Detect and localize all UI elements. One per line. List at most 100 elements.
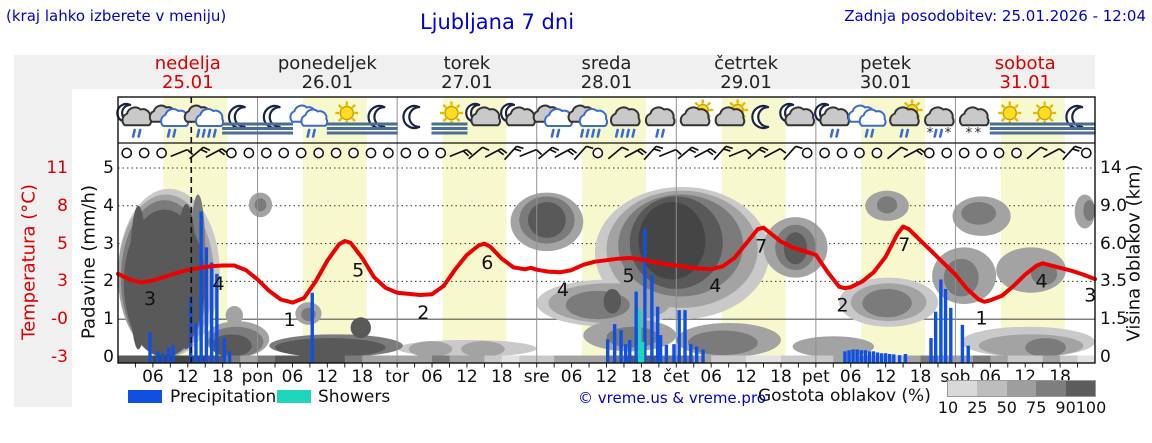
last-update: Zadnja posodobitev: 25.01.2026 - 12:04 bbox=[844, 7, 1146, 25]
credit-link[interactable]: © vreme.us & vreme.pro bbox=[578, 389, 766, 407]
day-date: 31.01 bbox=[999, 72, 1051, 93]
calm-wind-icon bbox=[435, 147, 447, 159]
precipitation-bar bbox=[683, 310, 687, 363]
rain-icon bbox=[631, 128, 636, 138]
day-header: petek 30.01 bbox=[811, 54, 961, 92]
cloud-blob bbox=[408, 341, 453, 358]
rain-icon bbox=[870, 128, 875, 138]
precipitation-bar bbox=[855, 349, 859, 363]
ground-density-cell bbox=[798, 355, 817, 363]
precipitation-bar bbox=[161, 353, 165, 363]
time-tick-day: sre bbox=[523, 367, 550, 387]
precipitation-bar bbox=[897, 355, 902, 363]
ground-density-cell bbox=[955, 355, 974, 363]
ground-density-cell bbox=[344, 355, 363, 363]
time-tick-hour: 06 bbox=[839, 367, 862, 387]
day-header: nedelja 25.01 bbox=[113, 54, 263, 92]
precipitation-bar bbox=[843, 351, 847, 363]
rain-icon bbox=[137, 128, 142, 138]
precipitation-bar bbox=[949, 307, 953, 363]
day-date: 29.01 bbox=[720, 72, 772, 93]
ground-density-cell bbox=[1060, 355, 1079, 363]
rain-icon bbox=[905, 128, 910, 138]
wind-barb-icon bbox=[484, 148, 508, 158]
density-tick: 90 bbox=[1055, 398, 1076, 417]
weather-icon bbox=[1059, 104, 1096, 135]
rain-icon bbox=[131, 128, 136, 138]
ground-density-cell bbox=[815, 355, 834, 363]
sun-icon bbox=[335, 101, 359, 125]
weather-icon bbox=[148, 104, 190, 138]
temperature-line bbox=[116, 224, 1097, 305]
sun-icon bbox=[998, 101, 1022, 125]
cloud-blob bbox=[961, 202, 997, 225]
density-tick: 75 bbox=[1026, 398, 1047, 417]
snow-icon: * bbox=[966, 126, 973, 141]
precipitation-bar bbox=[222, 338, 227, 363]
weather-icon bbox=[679, 99, 714, 127]
calm-wind-icon bbox=[138, 147, 150, 159]
precip-tick: 1 bbox=[103, 309, 114, 330]
time-tick-hour: 06 bbox=[421, 367, 443, 387]
wind-barb-icon bbox=[503, 145, 524, 161]
rain-icon bbox=[306, 128, 311, 138]
precipitation-bar bbox=[939, 279, 943, 363]
cloud-tick: 0 bbox=[1100, 347, 1111, 367]
day-name: nedelja bbox=[154, 53, 221, 74]
day-header-strip bbox=[45, 55, 1095, 89]
precipitation-bar bbox=[689, 344, 693, 363]
precip-tick: 2 bbox=[103, 271, 114, 292]
precipitation-bar bbox=[655, 306, 660, 363]
day-name: petek bbox=[860, 53, 912, 74]
cloud-icon bbox=[784, 106, 816, 127]
cloud-blob bbox=[876, 196, 898, 214]
cloud-blob bbox=[1083, 200, 1096, 221]
ground-density-cell bbox=[501, 355, 520, 363]
cloud-blob bbox=[275, 338, 386, 357]
plot-border bbox=[117, 96, 1096, 364]
calm-wind-icon bbox=[871, 147, 883, 159]
cloud-icon bbox=[924, 106, 955, 127]
time-tick-hour: 06 bbox=[281, 367, 304, 387]
day-name: sobota bbox=[994, 53, 1056, 74]
wind-barb-icon bbox=[519, 148, 543, 158]
cloud-icon bbox=[819, 106, 850, 127]
wind-barb-icon bbox=[537, 146, 560, 160]
cloud-blob bbox=[225, 305, 244, 325]
temperature-value-label: 3 bbox=[144, 288, 156, 310]
calm-wind-icon bbox=[836, 147, 848, 159]
weather-icon bbox=[989, 101, 1026, 135]
cloud-tick: 3.5 bbox=[1100, 271, 1128, 292]
ground-density-cell bbox=[763, 355, 782, 363]
day-date: 26.01 bbox=[301, 72, 354, 93]
shower-bar bbox=[637, 310, 642, 363]
cloud-tick: 6.0 bbox=[1100, 233, 1128, 254]
sun-icon bbox=[439, 101, 463, 125]
calm-wind-icon bbox=[121, 147, 133, 159]
calm-wind-icon bbox=[854, 147, 865, 159]
cloud-tick: 14 bbox=[1100, 158, 1122, 178]
wind-barb-icon bbox=[658, 148, 682, 158]
precipitation-bar bbox=[619, 330, 623, 363]
temp-tick: -3 bbox=[51, 347, 68, 367]
temperature-value-label: 5 bbox=[352, 260, 364, 282]
ground-density-cell bbox=[1042, 355, 1061, 363]
cloud-density-gradient-bar bbox=[947, 380, 1096, 397]
rain-icon bbox=[625, 128, 630, 138]
temperature-value-label: 7 bbox=[755, 235, 767, 257]
rain-icon bbox=[660, 128, 665, 138]
cloud-icon bbox=[679, 106, 711, 127]
weather-icon bbox=[751, 104, 770, 130]
calm-wind-icon bbox=[976, 147, 987, 159]
ground-density-cell bbox=[484, 355, 503, 363]
precipitation-bar bbox=[194, 322, 198, 363]
precipitation-bar bbox=[933, 311, 938, 363]
day-name: sreda bbox=[581, 53, 632, 74]
weather-icon bbox=[1024, 101, 1061, 135]
time-tick-hour: 12 bbox=[735, 367, 757, 387]
wind-barb-icon bbox=[713, 145, 734, 161]
weather-icon bbox=[361, 104, 398, 135]
ground-density-cell bbox=[519, 355, 538, 363]
wind-barb-icon bbox=[1026, 146, 1048, 160]
time-tick-hour: 12 bbox=[316, 367, 339, 387]
